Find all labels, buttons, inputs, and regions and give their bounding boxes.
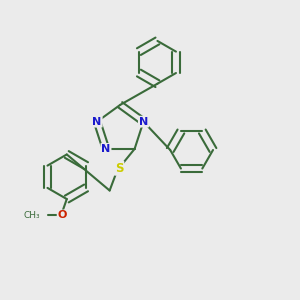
Text: N: N xyxy=(92,117,102,127)
Text: N: N xyxy=(101,144,111,154)
Text: CH₃: CH₃ xyxy=(24,211,40,220)
Text: O: O xyxy=(58,210,67,220)
Text: N: N xyxy=(139,117,148,127)
Text: S: S xyxy=(115,162,123,175)
